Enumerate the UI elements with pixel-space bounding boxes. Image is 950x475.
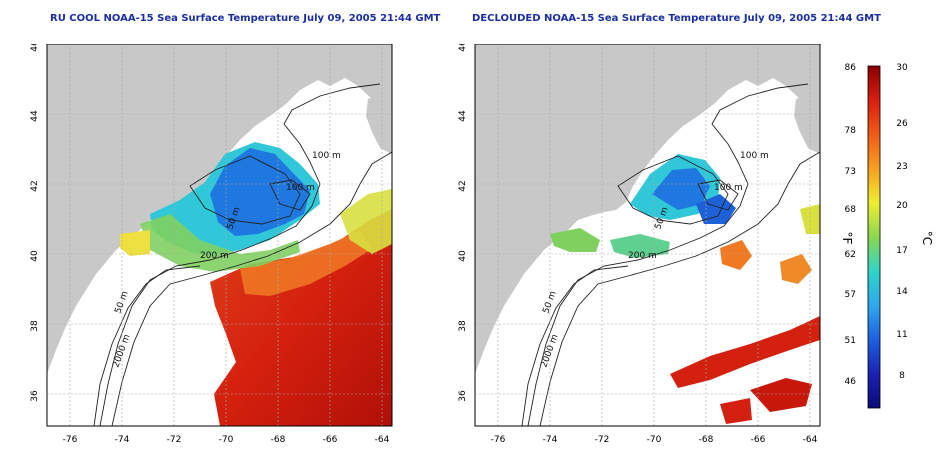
celsius-unit: °C [920, 231, 934, 245]
f-tick: 68 [845, 205, 857, 215]
f-tick: 46 [845, 377, 857, 387]
yellow-patch [800, 204, 820, 234]
green-shelf-water [140, 214, 300, 272]
f-tick: 57 [845, 290, 856, 300]
land-mass-island [794, 92, 820, 154]
bathymetry-contours [521, 83, 820, 426]
gulf-stream-orange [240, 230, 372, 296]
lon-tick: -66 [323, 435, 338, 445]
left-map-title: RU COOL NOAA-15 Sea Surface Temperature … [50, 13, 441, 24]
fahrenheit-scale: 86 78 73 68 62 57 51 46 [845, 63, 857, 387]
c-tick: 23 [896, 162, 907, 172]
lon-tick: -68 [271, 435, 286, 445]
cool-water-blue [652, 168, 710, 210]
land-mass [475, 44, 820, 374]
lon-tick: -64 [375, 435, 390, 445]
lon-tick: -72 [167, 435, 182, 445]
colorbar-gradient [867, 65, 881, 409]
map-border [46, 44, 393, 427]
orange-patch [720, 240, 752, 270]
latitude-axis-right: 46 44 42 40 38 36 [458, 44, 468, 402]
c-tick: 14 [896, 287, 908, 297]
cool-water-blue [210, 148, 310, 236]
warm-filament [670, 316, 820, 388]
c-tick: 17 [896, 246, 907, 256]
warm-patch [750, 378, 812, 412]
lon-tick: -74 [115, 435, 130, 445]
c-tick: 11 [896, 330, 907, 340]
lon-tick: -66 [751, 435, 766, 445]
lat-tick: 44 [458, 110, 468, 122]
temperature-colorbar: 86 78 73 68 62 57 51 46 30 26 23 20 17 1… [840, 63, 934, 409]
lon-tick: -76 [491, 435, 506, 445]
lon-tick: -76 [63, 435, 78, 445]
contour-label: 200 m [200, 251, 229, 261]
lat-lon-grid [47, 44, 392, 426]
contour-label: 100 m [286, 183, 315, 193]
c-tick: 30 [896, 63, 908, 73]
f-tick: 73 [845, 167, 856, 177]
lat-lon-grid [475, 44, 820, 426]
contour-label: 100 m [714, 183, 743, 193]
celsius-scale: 30 26 23 20 17 14 11 8 [896, 63, 908, 381]
land-mass-island [366, 92, 392, 154]
lon-tick: -64 [803, 435, 818, 445]
lon-tick: -70 [219, 435, 234, 445]
lon-tick: -70 [647, 435, 662, 445]
lat-tick: 38 [30, 320, 40, 332]
lat-tick: 42 [458, 180, 468, 191]
contour-label: 200 m [628, 251, 657, 261]
lat-tick: 36 [458, 390, 468, 402]
lat-tick: 46 [30, 44, 40, 52]
lat-tick: 38 [458, 320, 468, 332]
lat-tick: 46 [458, 44, 468, 52]
left-sst-map: 100 m 100 m 50 m 200 m 50 m 2000 m 46 44… [30, 44, 393, 445]
lon-tick: -68 [699, 435, 714, 445]
f-tick: 86 [845, 63, 857, 73]
warm-patch-2 [720, 398, 752, 424]
lat-tick: 40 [458, 250, 468, 262]
c-tick: 20 [896, 201, 908, 211]
fahrenheit-unit: °F [840, 232, 854, 245]
bathymetry-contours [93, 83, 392, 426]
lat-tick: 44 [30, 110, 40, 122]
f-tick: 78 [845, 126, 857, 136]
orange-patch-2 [780, 254, 812, 284]
lat-tick: 42 [30, 180, 40, 191]
slope-water-yellow [340, 189, 392, 254]
map-border [474, 44, 821, 427]
c-tick: 8 [899, 371, 905, 381]
lon-tick: -74 [543, 435, 558, 445]
longitude-axis-right: -76 -74 -72 -70 -68 -66 -64 [491, 435, 818, 445]
contour-label: 100 m [740, 151, 769, 161]
longitude-axis-left: -76 -74 -72 -70 -68 -66 -64 [63, 435, 390, 445]
f-tick: 62 [845, 250, 856, 260]
lon-tick: -72 [595, 435, 610, 445]
lat-tick: 40 [30, 250, 40, 262]
contour-label: 100 m [312, 151, 341, 161]
latitude-axis-left: 46 44 42 40 38 36 [30, 44, 40, 402]
lat-tick: 36 [30, 390, 40, 402]
c-tick: 26 [896, 119, 908, 129]
f-tick: 51 [845, 336, 856, 346]
green-shelf-patch [550, 228, 600, 252]
yellow-patch [120, 230, 150, 256]
green-shelf-patch-2 [610, 234, 670, 258]
right-sst-map: 100 m 100 m 50 m 200 m 50 m 2000 m 46 44… [458, 44, 821, 445]
right-map-title: DECLOUDED NOAA-15 Sea Surface Temperatur… [472, 13, 881, 24]
land-mass [47, 44, 392, 374]
